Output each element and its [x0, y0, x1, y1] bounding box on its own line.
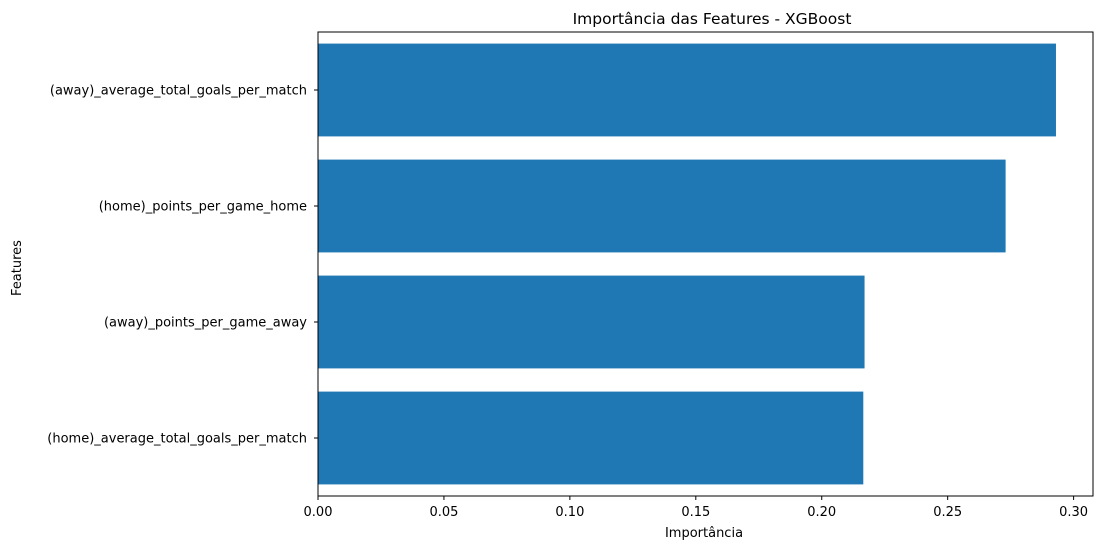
chart-title: Importância das Features - XGBoost — [573, 10, 852, 28]
bars-group — [318, 43, 1056, 485]
bar-3 — [318, 43, 1056, 137]
x-tick-label-5: 0.25 — [933, 505, 962, 520]
bar-0 — [318, 391, 864, 485]
y-tick-label-3: (away)_average_total_goals_per_match — [50, 84, 307, 99]
x-axis-label: Importância — [665, 526, 743, 541]
y-tick-label-0: (home)_average_total_goals_per_match — [47, 432, 307, 447]
y-axis-label: Features — [10, 240, 25, 296]
bar-1 — [318, 275, 865, 369]
bar-2 — [318, 159, 1006, 253]
plot-frame — [317, 31, 1094, 497]
x-tick-label-0: 0.00 — [304, 505, 333, 520]
y-tick-label-1: (away)_points_per_game_away — [104, 316, 307, 331]
y-tick-label-2: (home)_points_per_game_home — [99, 200, 307, 215]
x-tick-label-1: 0.05 — [429, 505, 458, 520]
x-tick-label-4: 0.20 — [807, 505, 836, 520]
x-tick-label-3: 0.15 — [681, 505, 710, 520]
x-tick-label-6: 0.30 — [1059, 505, 1088, 520]
axes-group: (home)_average_total_goals_per_match (awa… — [47, 31, 1094, 520]
x-tick-label-2: 0.10 — [555, 505, 584, 520]
